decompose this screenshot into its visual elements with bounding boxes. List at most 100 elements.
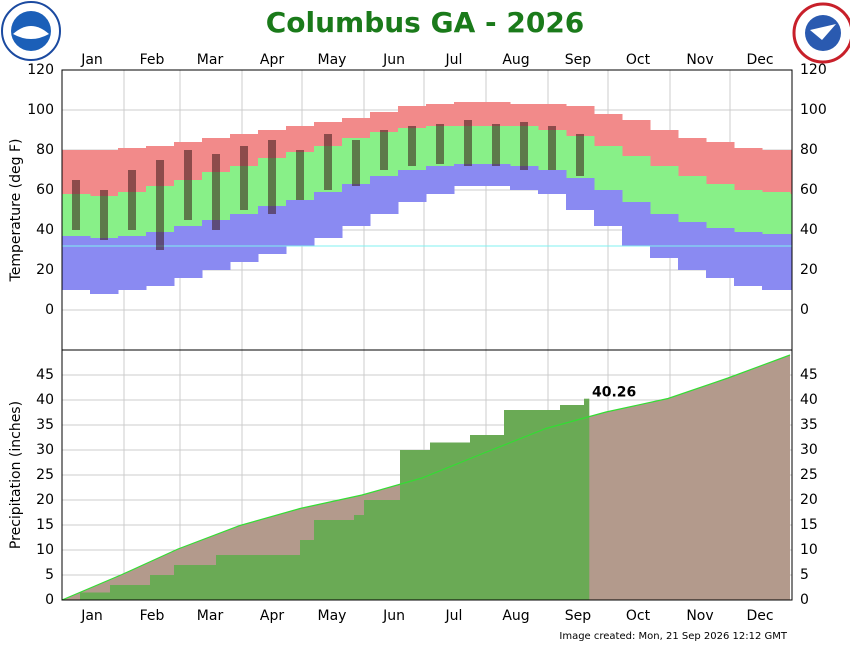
x-tick-label: Jan: [80, 608, 103, 624]
y-tick-label: 80: [800, 142, 818, 158]
observed-step: [216, 555, 301, 600]
x-tick-label: Jan: [80, 52, 103, 68]
band-bar: [594, 190, 623, 226]
observed-bar: [436, 124, 444, 164]
y-tick-label: 40: [36, 222, 54, 238]
y-tick-label: 25: [36, 467, 54, 483]
x-tick-label: Jun: [382, 52, 405, 68]
x-tick-label: Sep: [565, 608, 592, 624]
y-tick-label: 45: [800, 367, 818, 383]
plot-frame: [61, 349, 793, 601]
x-tick-label: Aug: [502, 52, 529, 68]
y-axis-label: Temperature (deg F): [8, 139, 24, 283]
band-bar: [678, 138, 707, 176]
observed-step: [504, 410, 561, 600]
band-bar: [762, 192, 791, 234]
x-tick-label: Jun: [382, 608, 405, 624]
observed-bar: [100, 190, 108, 240]
normal-line: [61, 354, 791, 601]
x-tick-label: May: [318, 608, 347, 624]
band-bar: [314, 192, 343, 238]
x-tick-label: Sep: [565, 52, 592, 68]
x-tick-label: Feb: [140, 52, 165, 68]
y-tick-label: 5: [45, 567, 54, 583]
y-tick-label: 25: [800, 467, 818, 483]
band-bar: [398, 106, 427, 128]
y-tick-label: 45: [36, 367, 54, 383]
band-bar: [594, 146, 623, 190]
band-bar: [622, 120, 651, 156]
y-tick-label: 40: [800, 392, 818, 408]
nws-logo: [792, 2, 850, 64]
band-bar: [622, 202, 651, 246]
observed-step: [470, 435, 505, 600]
band-bar: [790, 150, 793, 194]
observed-step: [364, 500, 401, 600]
x-tick-label: Aug: [502, 608, 529, 624]
y-tick-label: 15: [800, 517, 818, 533]
observed-step: [80, 592, 111, 600]
observed-bar: [240, 146, 248, 210]
band-bar: [622, 156, 651, 202]
y-tick-label: 20: [800, 262, 818, 278]
band-bar: [454, 164, 483, 186]
observed-bar: [268, 140, 276, 214]
band-bar: [482, 164, 511, 186]
y-tick-label: 5: [800, 567, 809, 583]
band-bar: [650, 130, 679, 166]
band-bar: [734, 190, 763, 232]
band-bar: [762, 150, 791, 192]
x-tick-label: Oct: [626, 608, 651, 624]
x-tick-label: Apr: [260, 52, 284, 68]
band-bar: [62, 236, 91, 290]
y-tick-label: 120: [27, 62, 54, 78]
noaa-logo: [1, 1, 61, 61]
x-tick-label: Oct: [626, 52, 651, 68]
observed-step: [400, 450, 431, 600]
x-tick-label: Mar: [197, 52, 224, 68]
band-bar: [230, 214, 259, 262]
band-bar: [790, 234, 793, 290]
x-tick-label: Nov: [686, 52, 713, 68]
observed-bar: [380, 130, 388, 170]
band-bar: [286, 126, 315, 152]
band-bar: [482, 102, 511, 126]
y-tick-label: 30: [800, 442, 818, 458]
band-bar: [650, 166, 679, 214]
y-tick-label: 0: [45, 302, 54, 318]
band-bar: [90, 238, 119, 294]
chart: 0 0 20 20 40 40 60 60 80 80 100 100 120 120 Jan Feb Mar A…: [8, 52, 827, 351]
y-tick-label: 100: [27, 102, 54, 118]
y-tick-label: 60: [36, 182, 54, 198]
footer: Image created: Mon, 21 Sep 2026 12:12 GM…: [559, 631, 788, 642]
band-bar: [426, 104, 455, 126]
x-tick-label: Nov: [686, 608, 713, 624]
observed-bar: [408, 126, 416, 166]
y-tick-label: 40: [800, 222, 818, 238]
y-tick-label: 15: [36, 517, 54, 533]
x-tick-label: Apr: [260, 608, 284, 624]
observed-bar: [296, 150, 304, 200]
observed-step: [430, 442, 471, 600]
observed-bar: [212, 154, 220, 230]
band-bar: [538, 104, 567, 130]
y-tick-label: 40: [36, 392, 54, 408]
y-tick-label: 35: [800, 417, 818, 433]
band-bar: [174, 226, 203, 278]
y-tick-label: 20: [36, 492, 54, 508]
band-bar: [566, 106, 595, 136]
y-tick-label: 0: [800, 592, 809, 608]
band-bar: [706, 142, 735, 184]
band-bar: [790, 194, 793, 234]
observed-bar: [492, 124, 500, 166]
observed-bar: [548, 126, 556, 170]
band-bar: [286, 200, 315, 246]
observed-bar: [576, 134, 584, 176]
x-tick-label: Dec: [746, 52, 773, 68]
band-bar: [398, 170, 427, 202]
band-bar: [510, 104, 539, 126]
y-tick-label: 120: [800, 62, 827, 78]
band-bar: [538, 170, 567, 194]
x-tick-label: Jul: [445, 608, 463, 624]
observed-bar: [352, 140, 360, 186]
